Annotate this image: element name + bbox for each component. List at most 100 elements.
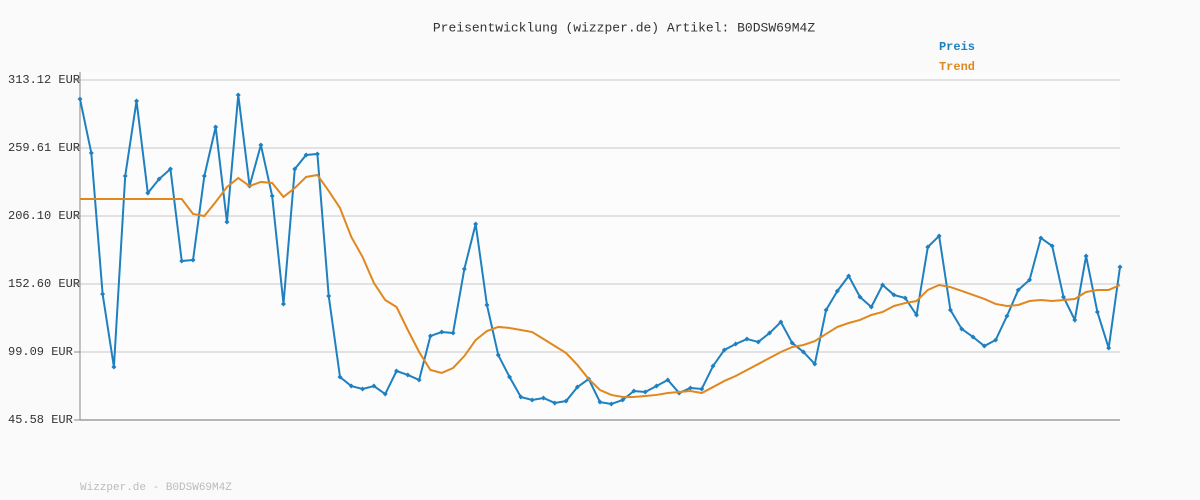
data-point xyxy=(405,372,411,378)
data-point xyxy=(959,326,965,332)
data-point xyxy=(156,176,162,182)
data-point xyxy=(269,193,275,199)
data-point xyxy=(620,397,626,403)
chart-title: Preisentwicklung (wizzper.de) Artikel: B… xyxy=(433,20,815,35)
data-point xyxy=(687,385,693,391)
data-point xyxy=(699,386,705,392)
data-point xyxy=(145,190,151,196)
data-point xyxy=(1027,277,1033,283)
data-point xyxy=(394,368,400,374)
data-point xyxy=(800,349,806,355)
data-point xyxy=(348,383,354,389)
data-point xyxy=(224,219,230,225)
y-tick-label: 45.58 EUR xyxy=(8,413,73,427)
data-point xyxy=(1072,317,1078,323)
data-point xyxy=(280,301,286,307)
data-point xyxy=(529,397,535,403)
data-point xyxy=(631,388,637,394)
data-point xyxy=(371,383,377,389)
footer: Wizzper.de - B0DSW69M4Z xyxy=(80,482,232,494)
data-point xyxy=(190,257,196,263)
data-point xyxy=(755,339,761,345)
data-point xyxy=(812,361,818,367)
data-point xyxy=(574,384,580,390)
data-point xyxy=(823,307,829,313)
data-point xyxy=(970,334,976,340)
data-point xyxy=(507,374,513,380)
data-point xyxy=(235,92,241,98)
data-point xyxy=(891,292,897,298)
series-line xyxy=(80,173,1121,398)
data-point xyxy=(642,389,648,395)
data-point xyxy=(846,273,852,279)
data-point xyxy=(540,395,546,401)
y-tick-label: 259.61 EUR xyxy=(8,141,80,155)
data-point xyxy=(450,330,456,336)
data-point xyxy=(1049,243,1055,249)
data-point xyxy=(925,244,931,250)
data-point xyxy=(1038,235,1044,241)
data-point xyxy=(326,293,332,299)
data-point xyxy=(201,173,207,179)
data-point xyxy=(789,340,795,346)
data-point xyxy=(993,337,999,343)
data-point xyxy=(1106,345,1112,351)
data-point xyxy=(868,304,874,310)
data-point xyxy=(914,312,920,318)
data-point xyxy=(416,377,422,383)
data-point xyxy=(427,333,433,339)
data-point xyxy=(880,282,886,288)
data-point xyxy=(439,329,445,335)
data-point xyxy=(484,302,490,308)
data-point xyxy=(111,364,117,370)
data-point xyxy=(902,295,908,301)
data-point xyxy=(665,377,671,383)
data-point xyxy=(552,400,558,406)
legend-label: Trend xyxy=(939,60,975,74)
data-point xyxy=(767,330,773,336)
y-tick-label: 313.12 EUR xyxy=(8,73,80,87)
data-point xyxy=(1060,294,1066,300)
data-point xyxy=(710,363,716,369)
data-point xyxy=(744,336,750,342)
data-point xyxy=(382,391,388,397)
y-tick-label: 152.60 EUR xyxy=(8,277,80,291)
data-point xyxy=(88,150,94,156)
data-point xyxy=(292,166,298,172)
data-point xyxy=(834,288,840,294)
data-point xyxy=(303,152,309,158)
data-point xyxy=(733,341,739,347)
data-point xyxy=(495,352,501,358)
data-point xyxy=(721,347,727,353)
data-point xyxy=(179,258,185,264)
data-point xyxy=(134,98,140,104)
y-tick-label: 206.10 EUR xyxy=(8,209,80,223)
data-point xyxy=(563,398,569,404)
legend-label: Preis xyxy=(939,40,975,54)
data-point xyxy=(981,343,987,349)
data-point xyxy=(473,221,479,227)
data-point xyxy=(77,96,83,102)
data-point xyxy=(1083,253,1089,259)
plot-area xyxy=(80,72,1120,420)
data-point xyxy=(778,319,784,325)
data-point xyxy=(314,151,320,157)
data-point xyxy=(337,374,343,380)
data-point xyxy=(597,399,603,405)
data-point xyxy=(608,401,614,407)
data-point xyxy=(213,124,219,130)
data-point xyxy=(936,233,942,239)
data-point xyxy=(360,386,366,392)
data-point xyxy=(857,294,863,300)
data-point xyxy=(1004,313,1010,319)
data-point xyxy=(1117,264,1123,270)
data-point xyxy=(100,291,106,297)
data-point xyxy=(167,166,173,172)
data-point xyxy=(122,173,128,179)
data-point xyxy=(461,266,467,272)
y-tick-label: 99.09 EUR xyxy=(8,345,73,359)
data-point xyxy=(1094,309,1100,315)
data-point xyxy=(258,142,264,148)
